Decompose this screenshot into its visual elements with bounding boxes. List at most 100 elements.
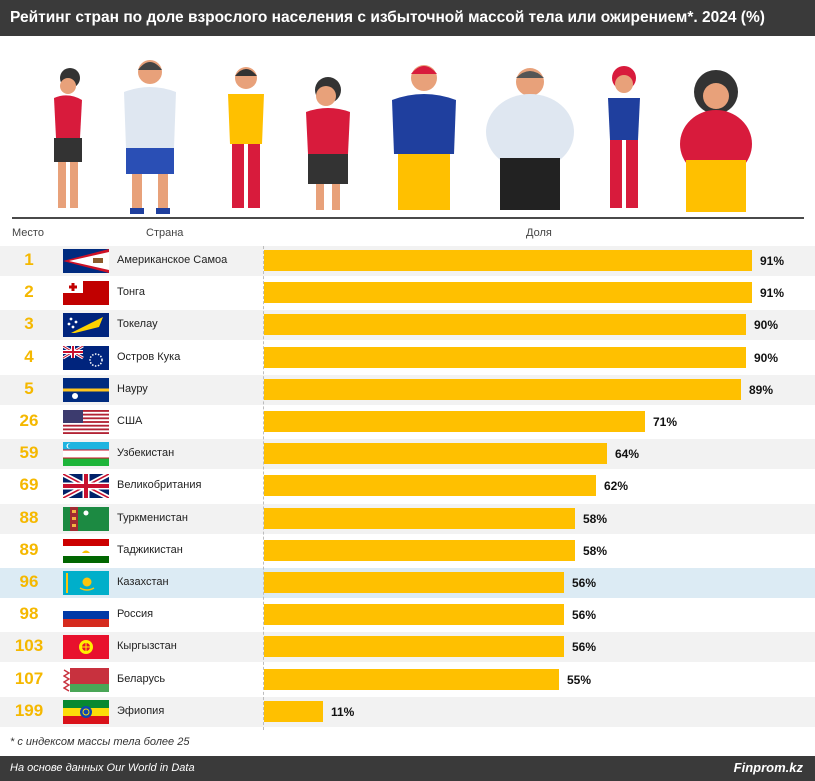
country-label: Науру [117,382,148,395]
person-figure [680,70,752,212]
person-figure [608,66,640,208]
people-illustration [54,60,752,214]
usa-flag-icon [63,410,109,434]
table-row: 69 Великобритания 62% [0,471,815,501]
value-label: 55% [567,672,592,687]
turkmenistan-flag-icon [63,506,109,531]
table-row: 98 Россия 56% [0,600,815,630]
brand-logo: Finprom.kz [733,760,803,775]
rank-label: 1 [24,250,34,269]
table-row: 88 Туркменистан 58% [0,503,815,534]
value-label: 64% [615,447,640,462]
value-label: 71% [653,415,678,429]
table-row: 3 Токелау 90% [0,310,815,341]
table-row: 4 Остров Кука 90% [0,343,815,373]
value-label: 11% [331,704,355,719]
country-column-header: Страна [146,227,184,239]
rank-label: 107 [14,668,44,688]
country-label: Узбекистан [117,447,175,460]
table-row: 107 Беларусь 55% [0,665,815,695]
chart-title: Рейтинг стран по доле взрослого населени… [10,9,765,26]
value-label: 91% [760,286,785,301]
table-row: 199 Эфиопия 11% [0,696,815,727]
rank-label: 88 [19,507,39,527]
country-label: Тонга [117,286,145,299]
country-label: Таджикистан [117,543,183,556]
bar [264,668,559,690]
value-label: 90% [754,350,779,365]
table-row: 96 Казахстан 56% [0,568,815,598]
bar [264,346,746,368]
belarus-flag-icon [63,667,109,692]
bar [264,507,575,529]
footer-bar: На основе данных Our World in Data Finpr… [0,756,815,781]
country-label: Остров Кука [117,350,181,363]
bar [264,636,564,658]
value-label: 56% [572,608,597,623]
rank-label: 69 [19,475,39,495]
person-figure [486,68,574,210]
kazakhstan-flag-icon [63,571,109,595]
table-row: 26 США 71% [0,407,815,437]
source-note: На основе данных Our World in Data [10,762,195,774]
value-label: 56% [572,576,597,590]
ethiopia-flag-icon [63,699,109,724]
bar [264,314,746,336]
bar [264,443,607,465]
country-label: Туркменистан [117,511,188,524]
rank-label: 96 [19,572,39,591]
bar [264,475,596,497]
person-figure [392,65,456,210]
illustration-baseline [12,217,804,219]
person-figure [54,68,82,208]
bar [264,250,752,271]
rank-label: 59 [19,443,39,463]
bar [264,539,575,561]
country-label: Беларусь [117,672,166,685]
value-label: 62% [604,479,629,494]
rank-label: 103 [14,636,44,656]
person-figure [124,60,176,214]
country-label: Американское Самоа [117,254,228,266]
rank-label: 3 [24,314,34,334]
value-label: 90% [754,318,779,333]
footnote: * с индексом массы тела более 25 [10,736,190,748]
value-label: 91% [760,254,785,268]
bar [264,282,752,304]
rank-label: 98 [19,604,39,624]
uzbekistan-flag-icon [63,442,109,467]
rank-label: 2 [24,282,34,302]
value-label: 89% [749,382,774,397]
american-samoa-flag-icon [63,249,109,273]
table-row: 103 Кыргызстан 56% [0,632,815,663]
bar [264,378,741,400]
share-column-header: Доля [526,227,552,239]
bar-axis-line [263,246,264,730]
tajikistan-flag-icon [63,538,109,563]
country-label: Россия [117,608,154,621]
cook-islands-flag-icon [63,345,109,370]
country-label: Эфиопия [117,704,165,717]
value-label: 58% [583,511,608,526]
value-label: 56% [572,640,597,655]
value-label: 58% [583,543,608,558]
country-label: Великобритания [117,479,202,492]
kyrgyzstan-flag-icon [63,635,109,660]
table-row: 2 Тонга 91% [0,278,815,308]
country-label: Токелау [117,318,158,331]
table-row: 1 Американское Самоа 91% [0,246,815,276]
bar [264,700,323,722]
country-label: Кыргызстан [117,640,177,653]
title-bar: Рейтинг стран по доле взрослого населени… [0,0,815,36]
rank-label: 26 [19,411,39,430]
rank-label: 4 [24,346,34,366]
table-row: 59 Узбекистан 64% [0,439,815,470]
table-row: 5 Науру 89% [0,374,815,405]
uk-flag-icon [63,474,109,499]
rank-label: 199 [14,700,44,720]
rank-label: 5 [24,378,34,398]
person-figure [228,67,264,208]
tokelau-flag-icon [63,313,109,338]
person-figure [306,77,350,210]
bar [264,572,564,593]
